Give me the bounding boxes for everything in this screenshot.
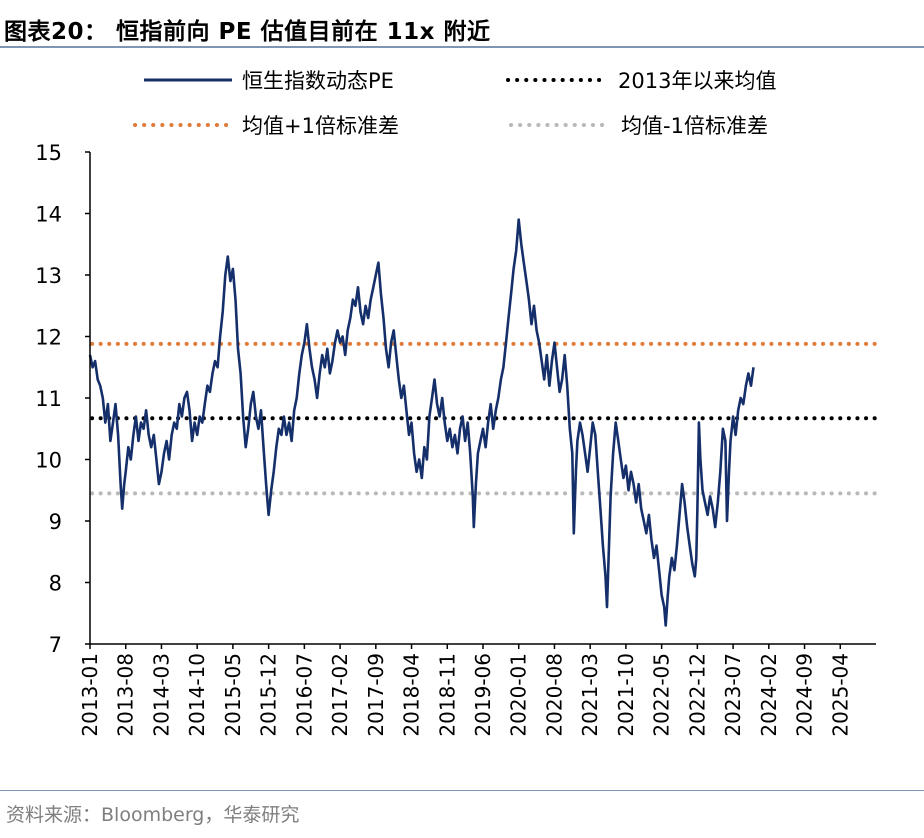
y-tick-label: 11 [35,387,62,411]
title-divider [0,46,924,48]
pe-series-line [88,218,755,627]
x-tick-label: 2015-12 [257,653,281,737]
legend-label-minus-sd: 均值-1倍标准差 [621,114,768,138]
chart-title: 图表20： 恒指前向 PE 估值目前在 11x 附近 [4,19,491,45]
source-divider [0,790,924,791]
legend: 恒生指数动态PE 2013年以来均值 均值+1倍标准差 均值-1倍标准差 [133,69,776,138]
y-tick-label: 7 [49,633,62,657]
x-tick-label: 2024-09 [793,653,817,737]
x-tick-label: 2013-08 [114,653,138,737]
y-tick-label: 15 [35,141,62,165]
y-tick-label: 12 [35,326,62,350]
x-tick-label: 2023-07 [721,653,745,737]
y-tick-label: 8 [49,572,62,596]
x-tick-label: 2019-06 [471,653,495,737]
x-tick-label: 2013-01 [78,653,102,737]
axes: 7 8 9 10 11 12 13 14 15 2013-01 2013-08 2014-03 2014… [35,141,876,737]
y-tick-label: 10 [35,449,62,473]
x-tick-label: 2014-03 [149,653,173,737]
reference-lines [90,341,878,496]
y-tick-label: 14 [35,203,62,227]
y-tick-label: 9 [49,510,62,534]
x-tick-label: 2018-11 [435,653,459,737]
x-tick-label: 2015-05 [221,653,245,737]
x-tick-label: 2017-02 [328,653,352,737]
x-tick-label: 2020-01 [507,653,531,737]
x-tick-label: 2020-08 [542,653,566,737]
chart-svg: 恒生指数动态PE 2013年以来均值 均值+1倍标准差 均值-1倍标准差 7 8 9… [35,69,878,737]
x-tick-label: 2016-07 [292,653,316,737]
x-tick-label: 2025-04 [828,653,852,737]
x-tick-label: 2018-04 [400,653,424,737]
x-tick-label: 2022-12 [685,653,709,737]
legend-label-plus-sd: 均值+1倍标准差 [242,114,399,138]
legend-label-mean: 2013年以来均值 [618,69,776,93]
y-tick-label: 13 [35,264,62,288]
legend-label-pe: 恒生指数动态PE [242,69,394,93]
x-tick-label: 2024-02 [757,653,781,737]
x-tick-label: 2017-09 [364,653,388,737]
x-tick-label: 2021-10 [614,653,638,737]
series-layer [88,218,755,627]
x-tick-label: 2014-10 [185,653,209,737]
x-tick-label: 2021-03 [578,653,602,737]
x-tick-label: 2022-05 [650,653,674,737]
source-note: 资料来源：Bloomberg，华泰研究 [6,804,300,826]
